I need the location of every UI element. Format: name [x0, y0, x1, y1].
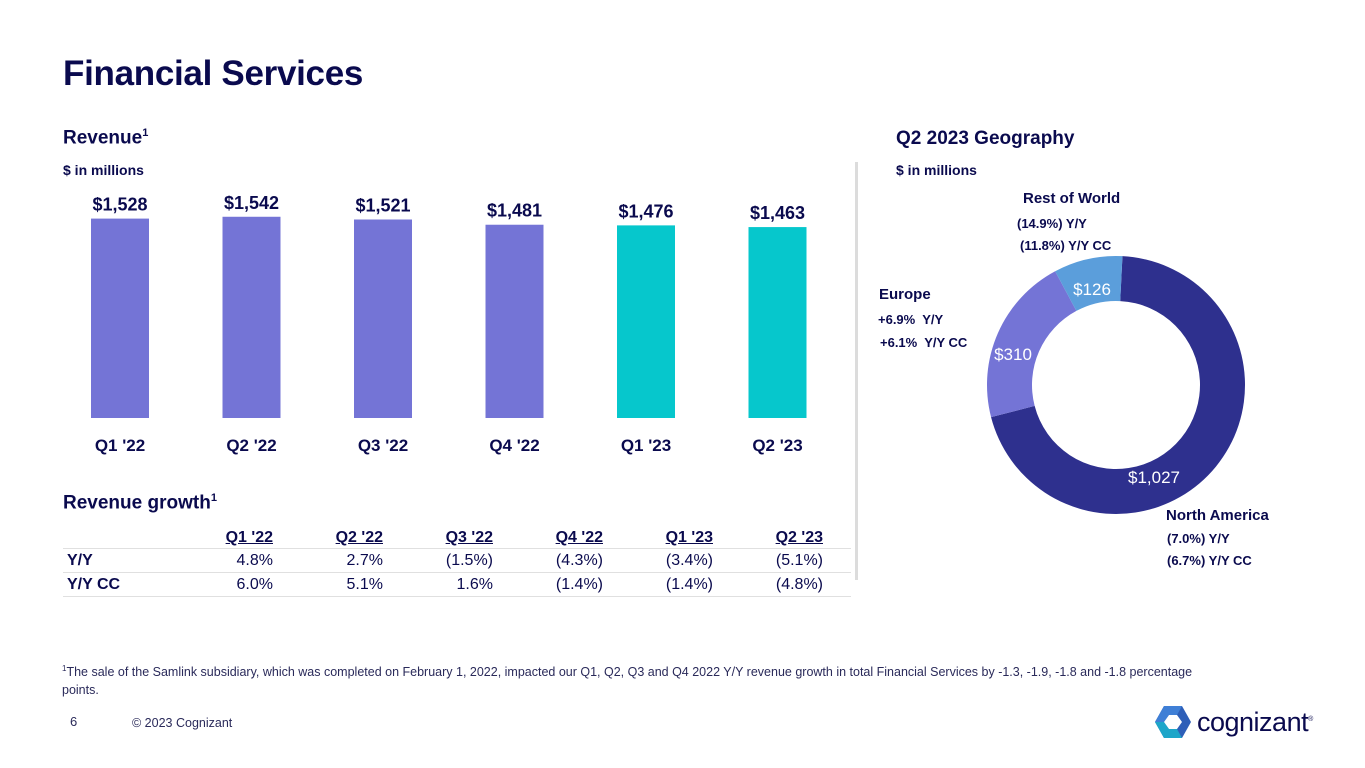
table-cell: (5.1%): [741, 548, 851, 573]
growth-section-title: Revenue growth1: [63, 492, 217, 514]
table-cell: 1.6%: [411, 572, 521, 597]
revenue-footnote-marker: 1: [142, 127, 149, 139]
geography-section-title: Q2 2023 Geography: [896, 128, 1075, 149]
revenue-title-text: Revenue: [63, 127, 143, 149]
region-yycc-europe: +6.1% Y/Y CC: [880, 335, 968, 350]
bar-3: [354, 219, 412, 418]
table-row: Y/Y CC 6.0% 5.1% 1.6% (1.4%) (1.4%) (4.8…: [63, 572, 851, 597]
table-cell: 6.0%: [191, 572, 301, 597]
geography-donut-chart: $1,027 $310 $126: [987, 256, 1246, 514]
row-label: Y/Y CC: [63, 572, 191, 597]
bar-data-label: $1,481: [487, 201, 542, 221]
x-tick-label: Q3 '22: [358, 436, 408, 455]
donut-segment-europe: [987, 271, 1077, 418]
column-header: Q1 '22: [225, 529, 273, 546]
table-cell: 4.8%: [191, 548, 301, 573]
donut-data-label: $310: [994, 345, 1032, 364]
bar-data-label: $1,463: [750, 203, 805, 223]
footnote-text: The sale of the Samlink subsidiary, whic…: [62, 665, 1193, 698]
row-label: Y/Y: [63, 548, 191, 573]
donut-segment-rest-of-world: [1055, 256, 1123, 311]
logo-registered-mark: ®: [1308, 715, 1313, 723]
column-header: Q1 '23: [665, 529, 713, 546]
bar-5: [617, 225, 675, 418]
bar-data-label: $1,542: [224, 193, 279, 213]
region-yycc-rest-of-world: (11.8%) Y/Y CC: [1020, 238, 1112, 253]
x-tick-label: Q1 '22: [95, 436, 145, 455]
x-tick-label: Q2 '22: [226, 436, 276, 455]
x-tick-label: Q1 '23: [621, 436, 671, 455]
donut-data-label: $126: [1073, 280, 1111, 299]
growth-footnote-marker: 1: [210, 492, 217, 504]
bar-data-label: $1,528: [92, 195, 147, 215]
column-header: Q2 '23: [775, 529, 823, 546]
table-cell: 5.1%: [301, 572, 411, 597]
bar-1: [91, 218, 149, 418]
table-row: Y/Y 4.8% 2.7% (1.5%) (4.3%) (3.4%) (5.1%…: [63, 548, 851, 573]
region-name-north-america: North America: [1166, 507, 1269, 524]
column-header: Q4 '22: [555, 529, 603, 546]
cognizant-logo-text: cognizant®: [1197, 707, 1313, 738]
donut-data-label: $1,027: [1128, 468, 1180, 487]
region-name-rest-of-world: Rest of World: [1023, 190, 1121, 207]
column-header: Q2 '22: [335, 529, 383, 546]
logo-wordmark: cognizant: [1197, 706, 1309, 737]
table-cell: (1.5%): [411, 548, 521, 573]
growth-title-text: Revenue growth: [63, 492, 211, 514]
region-yy-north-america: (7.0%) Y/Y: [1167, 531, 1230, 546]
footnote: 1The sale of the Samlink subsidiary, whi…: [62, 660, 1222, 699]
revenue-units: $ in millions: [63, 162, 144, 178]
bar-2: [222, 216, 281, 418]
table-cell: (4.3%): [521, 548, 631, 573]
column-header: Q3 '22: [445, 529, 493, 546]
x-tick-label: Q2 '23: [752, 436, 802, 455]
revenue-section-title: Revenue1: [63, 127, 148, 149]
table-cell: (1.4%): [631, 572, 741, 597]
donut-segment-north-america: [991, 256, 1246, 514]
bar-4: [485, 224, 544, 418]
revenue-bar-chart: $1,528 Q1 '22 $1,542 Q2 '22 $1,521 Q3 '22 $1,4…: [91, 193, 807, 455]
copyright: © 2023 Cognizant: [132, 716, 233, 730]
region-yy-europe: +6.9% Y/Y: [878, 312, 944, 327]
region-name-europe: Europe: [879, 286, 931, 303]
geography-units: $ in millions: [896, 162, 977, 178]
table-cell: 2.7%: [301, 548, 411, 573]
bar-data-label: $1,476: [618, 201, 673, 221]
cognizant-logo: cognizant®: [1155, 705, 1313, 739]
bar-data-label: $1,521: [355, 196, 410, 216]
page-title: Financial Services: [63, 54, 364, 93]
revenue-growth-table: Q1 '22 Q2 '22 Q3 '22 Q4 '22 Q1 '23 Q2 '2…: [63, 526, 851, 597]
section-divider: [855, 162, 858, 580]
footnote-marker: 1: [62, 664, 67, 673]
table-cell: (3.4%): [631, 548, 741, 573]
page-number: 6: [70, 714, 78, 729]
region-yy-rest-of-world: (14.9%) Y/Y: [1017, 216, 1087, 231]
bar-6: [748, 227, 807, 418]
region-yycc-north-america: (6.7%) Y/Y CC: [1167, 553, 1252, 568]
table-cell: (1.4%): [521, 572, 631, 597]
table-header-row: Q1 '22 Q2 '22 Q3 '22 Q4 '22 Q1 '23 Q2 '2…: [63, 526, 851, 549]
cognizant-logo-icon: [1155, 706, 1191, 738]
table-cell: (4.8%): [741, 572, 851, 597]
x-tick-label: Q4 '22: [489, 436, 539, 455]
